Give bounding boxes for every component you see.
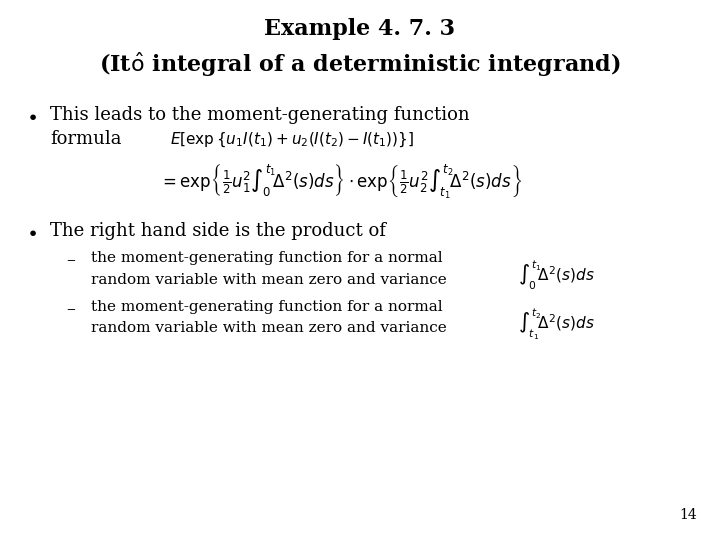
Text: The right hand side is the product of: The right hand side is the product of (50, 221, 386, 240)
Text: $\int_0^{t_1}\!\Delta^2(s)ds$: $\int_0^{t_1}\!\Delta^2(s)ds$ (518, 258, 595, 292)
Text: $= \exp\!\left\{\frac{1}{2}u_1^2\int_0^{t_1}\!\Delta^2(s)ds\right\}\cdot \exp\!\: $= \exp\!\left\{\frac{1}{2}u_1^2\int_0^{… (159, 163, 523, 201)
Text: $\bullet$: $\bullet$ (27, 106, 37, 125)
Text: the moment-generating function for a normal: the moment-generating function for a nor… (91, 251, 443, 265)
Text: –: – (66, 251, 75, 269)
Text: $\bullet$: $\bullet$ (27, 221, 37, 241)
Text: random variable with mean zero and variance: random variable with mean zero and varia… (91, 273, 447, 287)
Text: This leads to the moment-generating function: This leads to the moment-generating func… (50, 106, 469, 124)
Text: $E[\exp\{u_1 I(t_1)+u_2(I(t_2)-I(t_1))\}]$: $E[\exp\{u_1 I(t_1)+u_2(I(t_2)-I(t_1))\}… (170, 130, 414, 148)
Text: $\int_{t_1}^{t_2}\!\Delta^2(s)ds$: $\int_{t_1}^{t_2}\!\Delta^2(s)ds$ (518, 307, 595, 342)
Text: –: – (66, 300, 75, 318)
Text: (It$\hat{\rm o}$ integral of a deterministic integrand): (It$\hat{\rm o}$ integral of a determini… (99, 50, 621, 78)
Text: the moment-generating function for a normal: the moment-generating function for a nor… (91, 300, 443, 314)
Text: random variable with mean zero and variance: random variable with mean zero and varia… (91, 321, 447, 335)
Text: formula: formula (50, 130, 122, 148)
Text: 14: 14 (680, 509, 697, 523)
Text: Example 4. 7. 3: Example 4. 7. 3 (264, 17, 456, 39)
